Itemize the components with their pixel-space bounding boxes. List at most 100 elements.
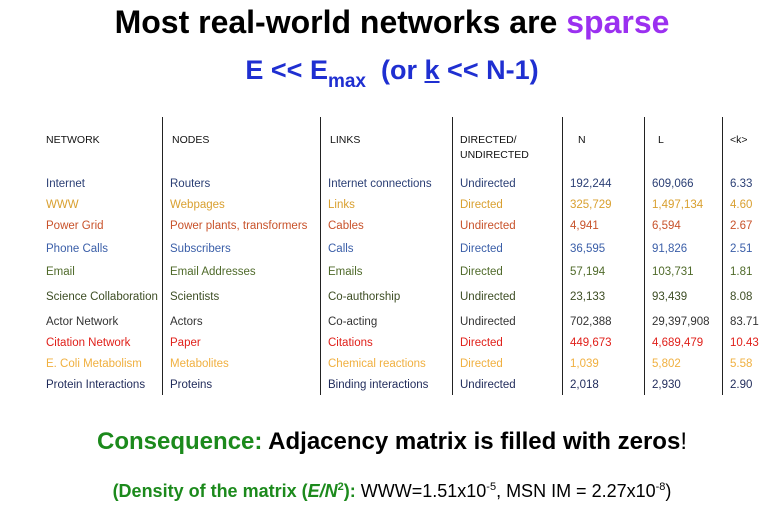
header-nodes: NODES <box>172 134 210 146</box>
cell-nodes: Proteins <box>170 379 213 391</box>
cell-links: Internet connections <box>328 178 432 190</box>
cell-l: 91,826 <box>652 243 688 255</box>
cell-l: 4,689,479 <box>652 337 704 349</box>
cell-network: Actor Network <box>46 316 119 328</box>
cell-directed: Directed <box>460 337 503 349</box>
cell-network: Science Collaboration <box>46 291 158 303</box>
subtitle-emax: E <box>309 55 328 85</box>
density-expr-sup: 2 <box>337 481 344 493</box>
cell-k: 83.71 <box>730 316 759 328</box>
cell-k: 6.33 <box>730 178 753 190</box>
table-row: WWW Webpages Links Directed 325,729 1,497,134… <box>40 196 760 214</box>
header-l: L <box>658 134 664 146</box>
cell-n: 36,595 <box>570 243 606 255</box>
cell-n: 325,729 <box>570 199 612 211</box>
table-row: Phone Calls Subscribers Calls Directed 36,59… <box>40 240 760 258</box>
density-expr: E/N <box>307 481 338 501</box>
cell-network: WWW <box>46 199 79 211</box>
cell-k: 5.58 <box>730 358 753 370</box>
density-msn-sup: -8 <box>655 481 666 493</box>
table-row: Actor Network Actors Co-acting Undirected 70… <box>40 313 760 331</box>
cell-n: 57,194 <box>570 266 606 278</box>
network-table: NETWORK NODES LINKS DIRECTED/ UNDIRECTED… <box>40 117 760 397</box>
cell-links: Chemical reactions <box>328 358 426 370</box>
cell-nodes: Routers <box>170 178 211 190</box>
cell-l: 6,594 <box>652 220 681 232</box>
consequence-line: Consequence: Adjacency matrix is filled … <box>0 425 784 459</box>
header-directed: DIRECTED/ UNDIRECTED <box>460 133 529 163</box>
table-row: E. Coli Metabolism Metabolites Chemical re… <box>40 355 760 373</box>
column-divider <box>644 117 645 395</box>
cell-k: 2.67 <box>730 220 753 232</box>
cell-n: 2,018 <box>570 379 599 391</box>
cell-links: Co-acting <box>328 316 378 328</box>
header-network: NETWORK <box>46 134 100 146</box>
cell-l: 2,930 <box>652 379 681 391</box>
cell-links: Emails <box>328 266 363 278</box>
cell-k: 1.81 <box>730 266 753 278</box>
table-row: Citation Network Paper Citations Directed 44… <box>40 334 760 352</box>
density-www-sup: -5 <box>486 481 497 493</box>
density-line: (Density of the matrix (E/N2): WWW=1.51x… <box>0 474 784 504</box>
cell-network: Power Grid <box>46 220 104 232</box>
header-n: N <box>578 134 586 146</box>
cell-k: 4.60 <box>730 199 753 211</box>
slide-subtitle: E << Emax (or k << N-1) <box>0 52 784 100</box>
cell-links: Co-authorship <box>328 291 401 303</box>
cell-network: Internet <box>46 178 85 190</box>
cell-nodes: Scientists <box>170 291 220 303</box>
subtitle-e: E << <box>245 55 310 85</box>
cell-nodes: Subscribers <box>170 243 231 255</box>
cell-directed: Undirected <box>460 316 516 328</box>
cell-n: 1,039 <box>570 358 599 370</box>
density-www: WWW=1.51x10 <box>355 481 487 501</box>
cell-nodes: Actors <box>170 316 203 328</box>
cell-links: Binding interactions <box>328 379 429 391</box>
cell-nodes: Paper <box>170 337 201 349</box>
cell-l: 93,439 <box>652 291 688 303</box>
cell-links: Links <box>328 199 355 211</box>
table-row: Science Collaboration Scientists Co-author… <box>40 288 760 306</box>
cell-n: 192,244 <box>570 178 612 190</box>
consequence-text: Adjacency matrix is filled with zeros <box>268 428 681 455</box>
cell-l: 609,066 <box>652 178 694 190</box>
subtitle-or-open: (or <box>381 55 425 85</box>
header-links: LINKS <box>330 134 361 146</box>
column-divider <box>452 117 453 395</box>
title-prefix: Most real-world networks are <box>114 4 567 40</box>
cell-directed: Directed <box>460 266 503 278</box>
header-directed-line2: UNDIRECTED <box>460 149 529 161</box>
cell-nodes: Metabolites <box>170 358 229 370</box>
consequence-label: Consequence: <box>97 428 263 455</box>
cell-links: Citations <box>328 337 373 349</box>
table-row: Email Email Addresses Emails Directed 57,194… <box>40 263 760 281</box>
cell-directed: Undirected <box>460 379 516 391</box>
table-row: Protein Interactions Proteins Binding inte… <box>40 376 760 394</box>
table-row: Power Grid Power plants, transformers Cabl… <box>40 217 760 235</box>
density-end: ) <box>665 481 672 501</box>
cell-network: Protein Interactions <box>46 379 146 391</box>
cell-network: Phone Calls <box>46 243 109 255</box>
cell-network: Citation Network <box>46 337 131 349</box>
title-highlight: sparse <box>566 4 670 40</box>
cell-links: Calls <box>328 243 354 255</box>
consequence-exclamation: ! <box>680 428 687 455</box>
header-directed-line1: DIRECTED/ <box>460 134 517 146</box>
subtitle-emax-sub: max <box>327 71 366 92</box>
cell-k: 8.08 <box>730 291 753 303</box>
column-divider <box>722 117 723 395</box>
cell-l: 5,802 <box>652 358 681 370</box>
cell-k: 2.51 <box>730 243 753 255</box>
cell-n: 702,388 <box>570 316 612 328</box>
cell-n: 449,673 <box>570 337 612 349</box>
cell-directed: Directed <box>460 243 503 255</box>
density-close: ): <box>343 481 356 501</box>
subtitle-rest: << N-1) <box>447 55 539 85</box>
cell-directed: Directed <box>460 358 503 370</box>
cell-links: Cables <box>328 220 364 232</box>
column-divider <box>162 117 163 395</box>
cell-nodes: Email Addresses <box>170 266 256 278</box>
density-msn: , MSN IM = 2.27x10 <box>496 481 656 501</box>
column-divider <box>320 117 321 395</box>
cell-directed: Directed <box>460 199 503 211</box>
